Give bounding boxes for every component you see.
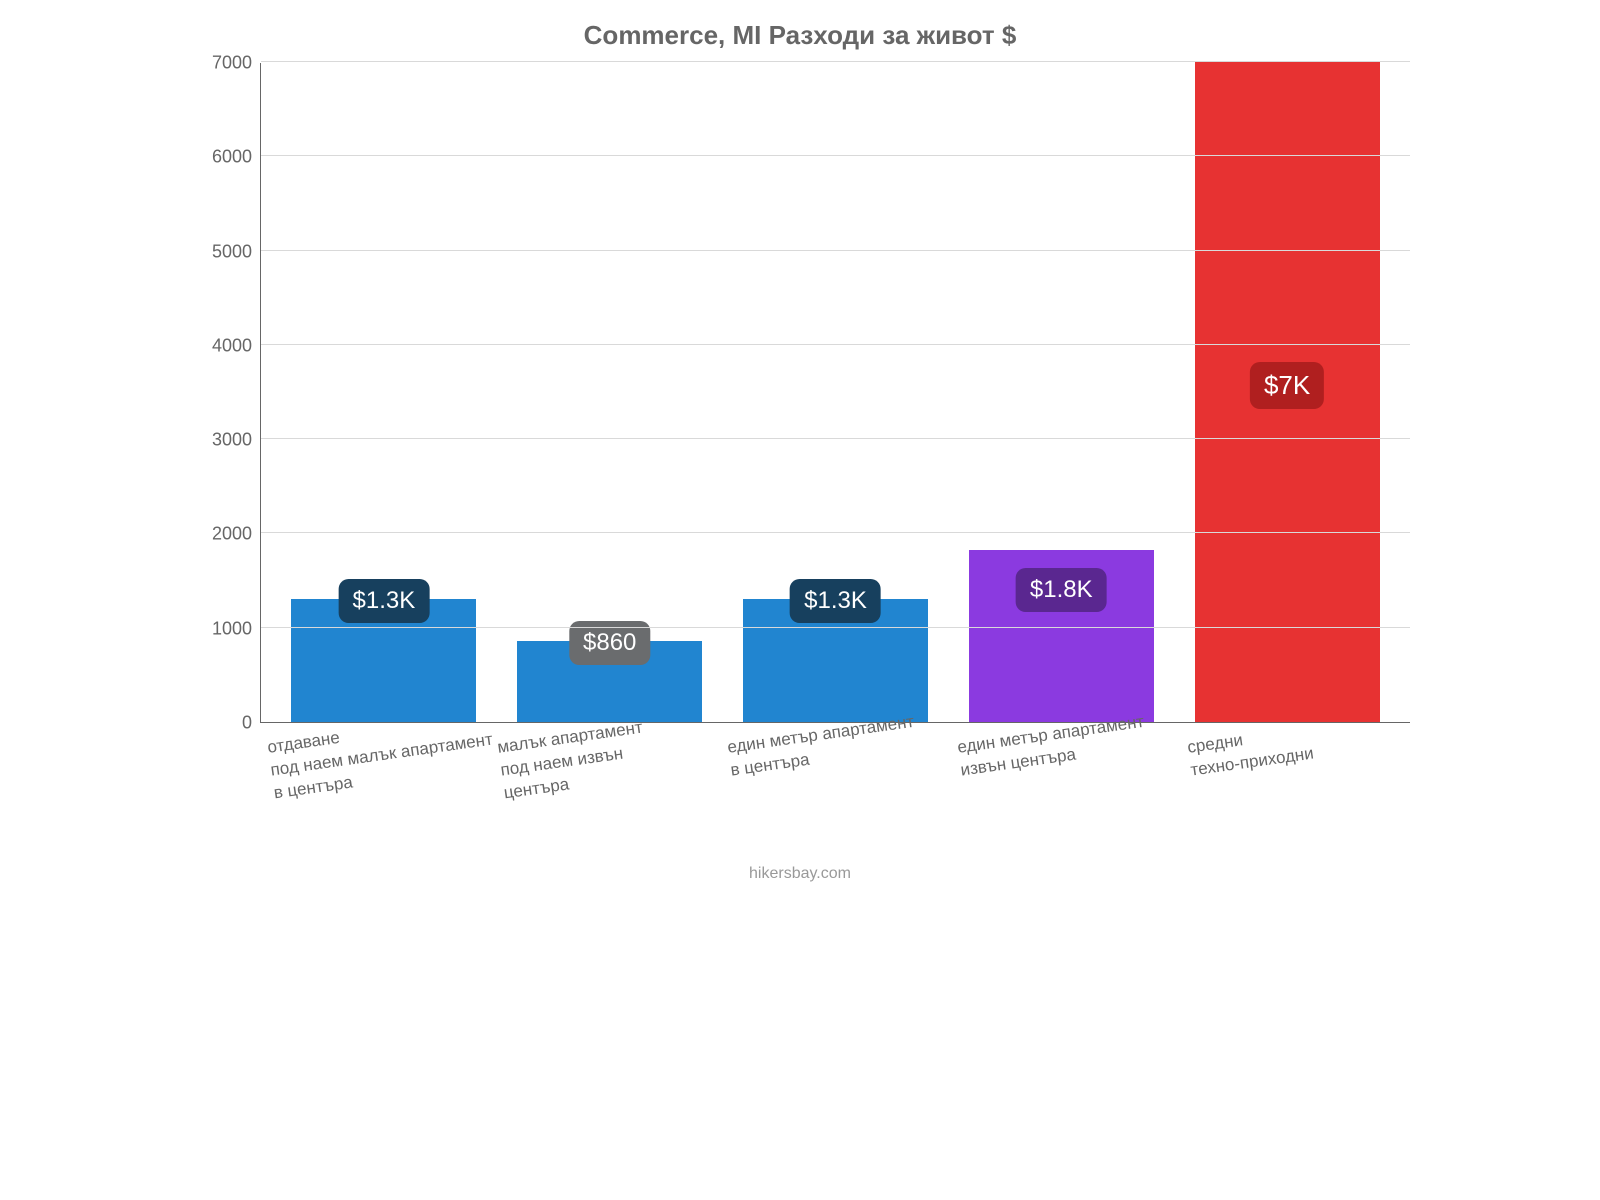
cost-of-living-chart: Commerce, MI Разходи за живот $ 0 1000 200… xyxy=(160,0,1440,960)
bar: $7K xyxy=(1195,62,1380,722)
gridline xyxy=(261,627,1410,628)
bar: $1.3K xyxy=(743,599,928,722)
y-axis: 01000200030004000500060007000 xyxy=(190,63,260,723)
bar-slot: $1.3K xyxy=(723,63,949,722)
x-tick-label: малък апартамент под наем извън центъра xyxy=(496,717,651,806)
bar-slot: $1.3K xyxy=(271,63,497,722)
x-label-slot: един метър апартамент в центъра xyxy=(720,731,950,861)
y-tick-label: 6000 xyxy=(212,147,252,168)
y-tick-label: 5000 xyxy=(212,241,252,262)
value-badge: $1.8K xyxy=(1016,568,1107,612)
x-label-slot: отдаване под наем малък апартамент в цен… xyxy=(260,731,490,861)
gridline xyxy=(261,61,1410,62)
x-label-slot: малък апартамент под наем извън центъра xyxy=(490,731,720,861)
y-tick-label: 2000 xyxy=(212,524,252,545)
gridline xyxy=(261,250,1410,251)
value-badge: $1.3K xyxy=(790,579,881,623)
chart-grid: $1.3K $860 $1.3K $1.8K $7K xyxy=(260,63,1410,723)
bars-container: $1.3K $860 $1.3K $1.8K $7K xyxy=(261,63,1410,722)
gridline xyxy=(261,155,1410,156)
x-label-slot: един метър апартамент извън центъра xyxy=(950,731,1180,861)
bar-slot: $1.8K xyxy=(948,63,1174,722)
gridline xyxy=(261,532,1410,533)
y-tick-label: 7000 xyxy=(212,53,252,74)
gridline xyxy=(261,344,1410,345)
value-badge: $7K xyxy=(1250,362,1324,409)
value-badge: $1.3K xyxy=(339,579,430,623)
bar: $1.3K xyxy=(291,599,476,722)
y-tick-label: 3000 xyxy=(212,430,252,451)
y-tick-label: 0 xyxy=(242,713,252,734)
x-axis-labels: отдаване под наем малък апартамент в цен… xyxy=(260,731,1410,861)
bar: $860 xyxy=(517,641,702,722)
y-tick-label: 1000 xyxy=(212,618,252,639)
plot-area: 01000200030004000500060007000 $1.3K$860$… xyxy=(190,63,1410,723)
x-label-slot: средни техно-приходни xyxy=(1180,731,1410,861)
gridline xyxy=(261,438,1410,439)
bar: $1.8K xyxy=(969,550,1154,722)
bar-slot: $860 xyxy=(497,63,723,722)
attart-attribution: hikersbay.com xyxy=(190,865,1410,883)
x-tick-label: средни техно-приходни xyxy=(1186,720,1315,783)
y-tick-label: 4000 xyxy=(212,335,252,356)
bar-slot: $7K xyxy=(1174,63,1400,722)
chart-title: Commerce, MI Разходи за живот $ xyxy=(190,20,1410,51)
